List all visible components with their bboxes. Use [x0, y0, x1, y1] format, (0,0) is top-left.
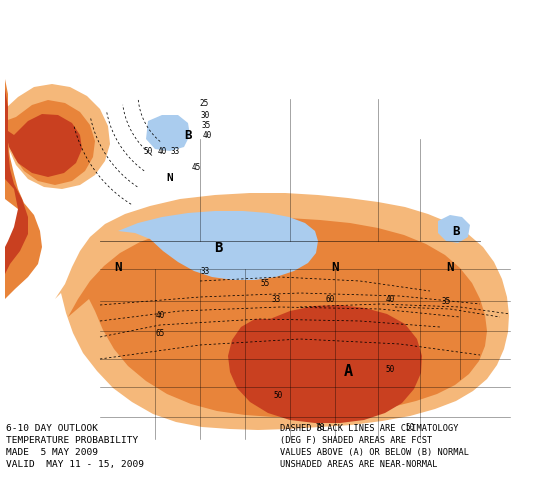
Text: 30: 30 [200, 111, 210, 120]
Polygon shape [5, 90, 28, 275]
Text: 35: 35 [441, 297, 450, 306]
Polygon shape [5, 115, 82, 178]
Text: 50: 50 [406, 423, 415, 432]
Text: N: N [167, 173, 173, 183]
Text: 65: 65 [156, 329, 165, 338]
Text: 6-10 DAY OUTLOOK
TEMPERATURE PROBABILITY
MADE  5 MAY 2009
VALID  MAY 11 - 15, 20: 6-10 DAY OUTLOOK TEMPERATURE PROBABILITY… [6, 423, 144, 468]
Text: 33: 33 [171, 147, 180, 156]
Text: 40: 40 [386, 295, 395, 304]
Polygon shape [5, 80, 42, 300]
Text: 35: 35 [201, 121, 211, 130]
Polygon shape [228, 306, 422, 423]
Polygon shape [68, 218, 487, 417]
Polygon shape [146, 116, 190, 152]
Text: N: N [114, 261, 122, 274]
Polygon shape [118, 211, 318, 281]
Text: N: N [446, 261, 454, 274]
Text: B: B [184, 129, 192, 142]
Text: 50: 50 [386, 365, 395, 374]
Text: B: B [214, 240, 222, 255]
Text: 60: 60 [326, 295, 335, 304]
Text: 25: 25 [199, 99, 208, 108]
Text: DASHED BLACK LINES ARE CLIMATOLOGY
(DEG F) SHADED AREAS ARE FCST
VALUES ABOVE (A: DASHED BLACK LINES ARE CLIMATOLOGY (DEG … [280, 423, 469, 468]
Text: 40: 40 [202, 131, 212, 140]
Text: N: N [331, 261, 339, 274]
Text: 50: 50 [273, 391, 282, 400]
Text: 45: 45 [191, 163, 201, 172]
Text: 33: 33 [272, 295, 281, 304]
Text: 40: 40 [157, 147, 167, 156]
Text: B: B [453, 225, 460, 238]
Text: 55: 55 [260, 279, 269, 288]
Polygon shape [5, 101, 95, 186]
Text: A: A [343, 364, 353, 379]
Polygon shape [5, 85, 110, 189]
Text: 40: 40 [156, 311, 165, 320]
Text: 78: 78 [315, 423, 325, 432]
Polygon shape [55, 193, 509, 430]
Text: 33: 33 [200, 267, 210, 276]
Polygon shape [438, 215, 470, 243]
Text: 50: 50 [144, 147, 153, 156]
